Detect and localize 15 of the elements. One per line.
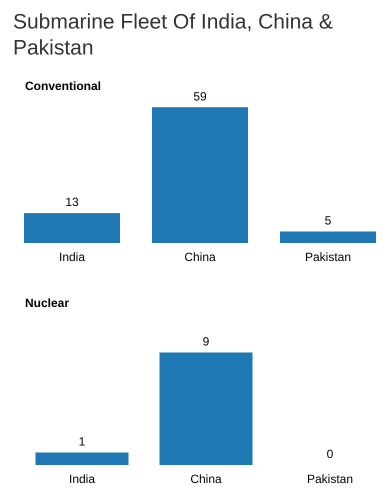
x-tick-label: India	[68, 472, 96, 486]
x-tick-label: Pakistan	[306, 472, 354, 486]
data-label: 13	[65, 195, 79, 210]
data-label: 9	[202, 334, 210, 348]
x-tick-label: India	[58, 250, 86, 264]
chart-title: Submarine Fleet Of India, China & Pakistan	[13, 10, 339, 60]
data-label: 5	[324, 214, 332, 228]
x-tick-label: Pakistan	[304, 250, 352, 264]
chart-title: Nuclear	[25, 296, 70, 310]
data-label: 59	[193, 89, 207, 104]
x-tick-label: China	[190, 472, 222, 486]
data-label: 0	[326, 447, 334, 461]
chart-subtitle: Conventional	[25, 79, 102, 93]
data-label: 1	[78, 434, 86, 448]
x-tick-label: China	[184, 250, 216, 264]
